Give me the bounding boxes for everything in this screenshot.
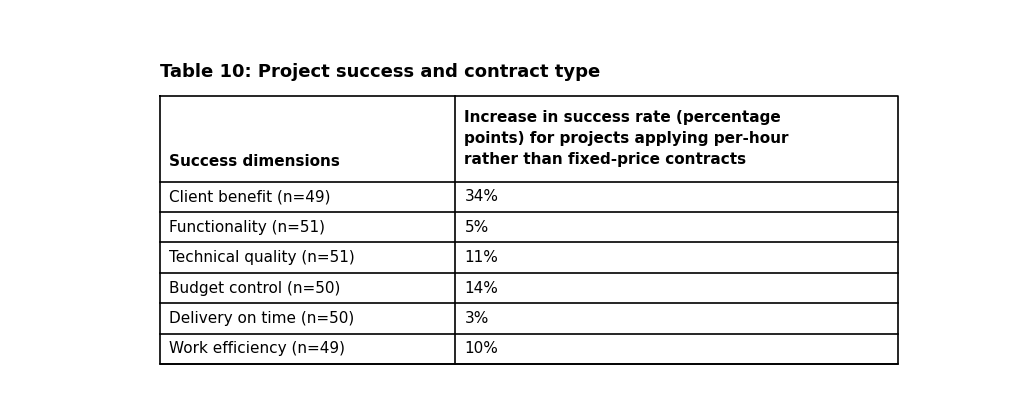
Text: Functionality (n=51): Functionality (n=51) bbox=[169, 220, 326, 235]
Text: 11%: 11% bbox=[465, 250, 499, 265]
Text: 34%: 34% bbox=[465, 189, 499, 204]
Text: Technical quality (n=51): Technical quality (n=51) bbox=[169, 250, 355, 265]
Text: 5%: 5% bbox=[465, 220, 488, 235]
Text: 10%: 10% bbox=[465, 341, 499, 357]
Text: Success dimensions: Success dimensions bbox=[169, 154, 340, 169]
Text: Work efficiency (n=49): Work efficiency (n=49) bbox=[169, 341, 345, 357]
Text: Increase in success rate (percentage
points) for projects applying per-hour
rath: Increase in success rate (percentage poi… bbox=[465, 110, 788, 167]
Text: Table 10: Project success and contract type: Table 10: Project success and contract t… bbox=[160, 63, 600, 81]
Text: 3%: 3% bbox=[465, 311, 488, 326]
Text: 14%: 14% bbox=[465, 281, 499, 296]
Text: Budget control (n=50): Budget control (n=50) bbox=[169, 281, 341, 296]
Text: Delivery on time (n=50): Delivery on time (n=50) bbox=[169, 311, 354, 326]
Text: Client benefit (n=49): Client benefit (n=49) bbox=[169, 189, 331, 204]
